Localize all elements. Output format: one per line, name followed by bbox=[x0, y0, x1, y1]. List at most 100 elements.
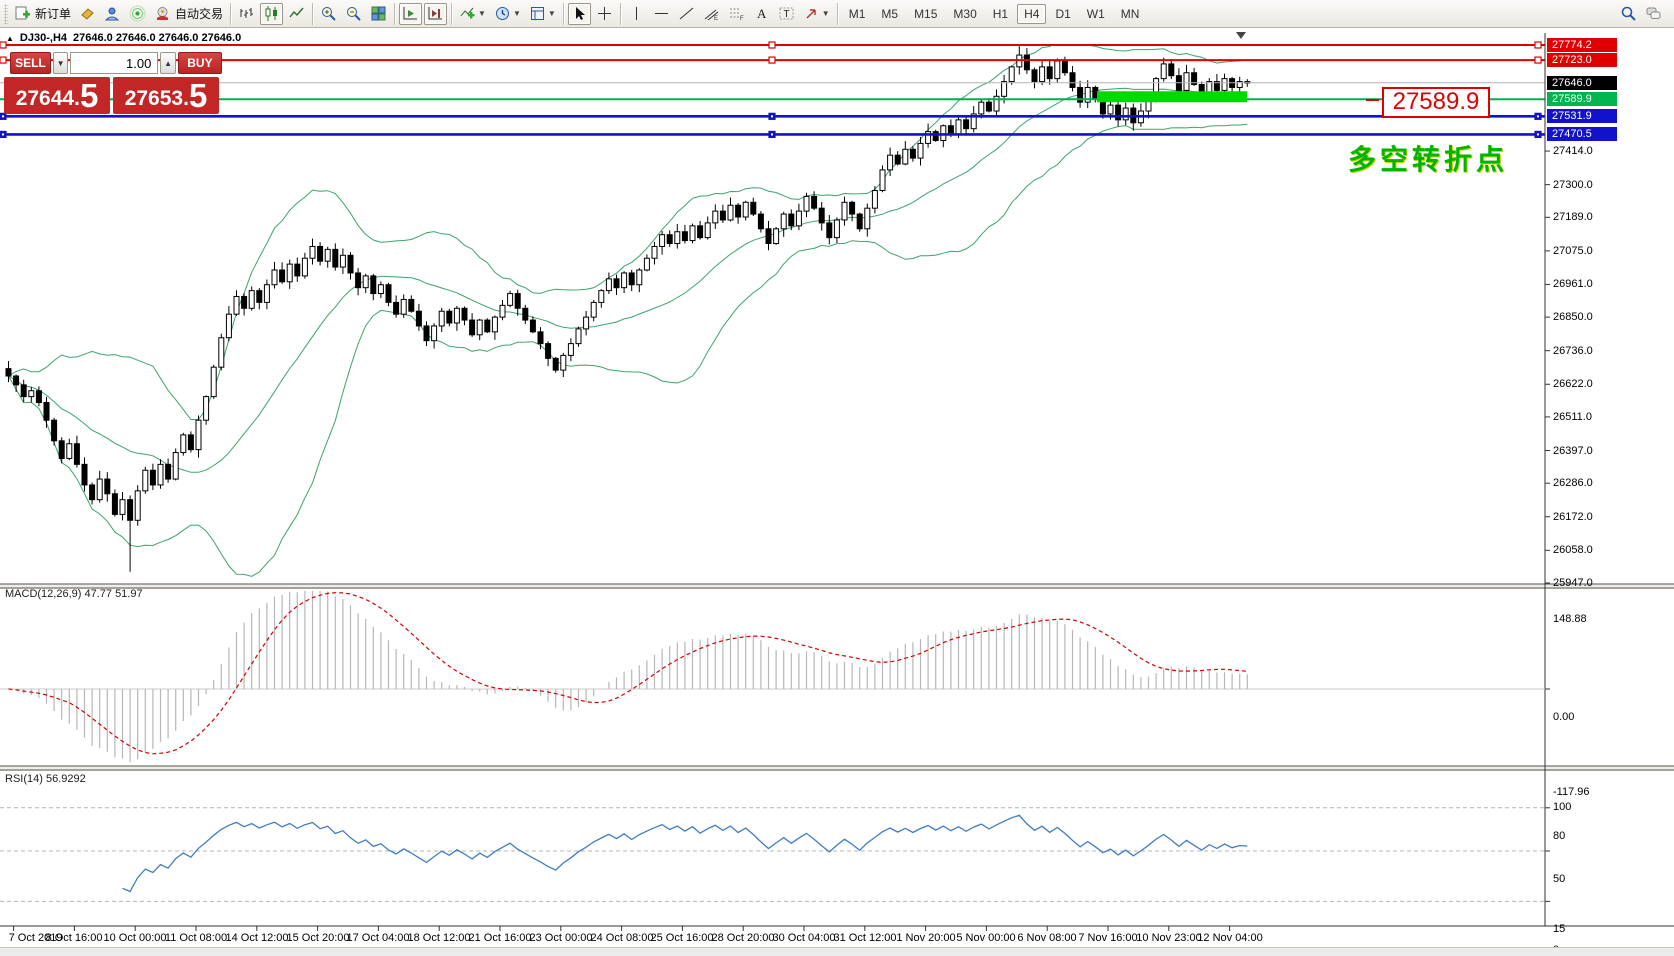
autotrade-button[interactable]: 自动交易 bbox=[151, 3, 226, 25]
channel-button[interactable]: E bbox=[700, 3, 723, 25]
time-axis-label[interactable]: 23 Oct 00:00 bbox=[529, 932, 593, 944]
tile-windows-button[interactable] bbox=[367, 3, 390, 25]
dropdown-caret-icon: ▼ bbox=[478, 9, 486, 18]
zoom-out-button[interactable] bbox=[342, 3, 365, 25]
chart-window: ▲ DJ30-,H4 27646.0 27646.0 27646.0 27646… bbox=[0, 28, 1674, 956]
price-axis-tick: 26511.0 bbox=[1553, 411, 1592, 423]
chart-ohlc-values: 27646.0 27646.0 27646.0 27646.0 bbox=[73, 32, 242, 44]
buy-price-display[interactable]: 27653. 5 bbox=[113, 77, 219, 114]
indicators-button[interactable]: ▼ bbox=[456, 3, 489, 25]
bar-chart-button[interactable] bbox=[235, 3, 258, 25]
price-axis-tick: 26736.0 bbox=[1553, 345, 1593, 357]
timeframe-h1-button[interactable]: H1 bbox=[992, 6, 1009, 21]
price-axis-tick: 26172.0 bbox=[1553, 511, 1593, 523]
horizontal-line-button[interactable] bbox=[650, 3, 673, 25]
auto-scroll-button[interactable] bbox=[399, 2, 423, 25]
time-axis-label[interactable]: 21 Oct 16:00 bbox=[468, 932, 532, 944]
line-selection-handle bbox=[768, 56, 776, 64]
toolbar-grip bbox=[4, 3, 8, 24]
one-click-trading-panel: SELL ▼ ▲ BUY 27644.5 27653.5 bbox=[4, 52, 222, 114]
zoom-in-icon bbox=[322, 7, 336, 21]
time-axis-label[interactable]: 11 Oct 08:00 bbox=[164, 932, 228, 944]
timeframe-m1-button[interactable]: M1 bbox=[848, 6, 866, 21]
price-axis-tick: 27189.0 bbox=[1553, 211, 1593, 223]
svg-text:T: T bbox=[783, 9, 789, 20]
profiles-button[interactable] bbox=[101, 3, 124, 25]
price-axis-tick: 27300.0 bbox=[1553, 179, 1593, 191]
vertical-line-button[interactable] bbox=[625, 3, 648, 25]
cursor-button[interactable] bbox=[567, 2, 591, 25]
text-button[interactable]: A bbox=[750, 3, 773, 25]
line-selection-handle bbox=[768, 112, 776, 120]
timeframe-d1-button[interactable]: D1 bbox=[1055, 6, 1071, 21]
periods-button[interactable]: ▼ bbox=[491, 3, 524, 25]
volume-increase-button[interactable]: ▲ bbox=[160, 52, 176, 74]
fibo-icon: F bbox=[729, 8, 744, 22]
time-axis-label[interactable]: 10 Oct 00:00 bbox=[103, 932, 167, 944]
time-axis-label[interactable]: 15 Oct 20:00 bbox=[286, 932, 350, 944]
channel-icon: E bbox=[704, 9, 719, 22]
timeframe-m15-button[interactable]: M15 bbox=[914, 6, 938, 21]
rsi-axis-tick: 80 bbox=[1553, 829, 1566, 842]
timeframe-w1-button[interactable]: W1 bbox=[1086, 6, 1105, 21]
rsi-axis-tick: 15 bbox=[1553, 923, 1566, 936]
time-axis-label[interactable]: 10 Nov 23:00 bbox=[1136, 932, 1202, 944]
line-selection-handle bbox=[0, 130, 7, 139]
time-axis-label[interactable]: 7 Nov 16:00 bbox=[1078, 932, 1138, 944]
fibonacci-button[interactable]: F bbox=[725, 3, 748, 25]
line-chart-button[interactable] bbox=[285, 3, 308, 25]
main-toolbar: 新订单 自动交易 ▼ ▼ ▼ E F A T ▼ M1 M5 M15 M30 H1 H4 D1 W1 MN bbox=[0, 0, 1674, 28]
dropdown-caret-icon: ▼ bbox=[821, 9, 830, 18]
timeframe-m5-button[interactable]: M5 bbox=[881, 6, 899, 21]
trendline-button[interactable] bbox=[675, 3, 698, 25]
buy-button[interactable]: BUY bbox=[177, 52, 222, 74]
one-click-collapse-arrow[interactable]: ▲ bbox=[6, 33, 14, 43]
line-selection-handle bbox=[0, 112, 7, 120]
time-axis-label[interactable]: 14 Oct 12:00 bbox=[225, 932, 289, 944]
line-selection-handle bbox=[1534, 130, 1542, 139]
line-selection-handle bbox=[1534, 112, 1542, 120]
zoom-in-button[interactable] bbox=[317, 3, 340, 25]
price-annotation-label[interactable]: 27589.9 bbox=[1382, 87, 1490, 118]
templates-button[interactable]: ▼ bbox=[526, 3, 559, 25]
vline-icon bbox=[635, 7, 637, 20]
sell-price-display[interactable]: 27644. 5 bbox=[4, 77, 110, 114]
volume-input[interactable] bbox=[70, 52, 159, 74]
turning-point-annotation[interactable]: 多空转折点 bbox=[1348, 144, 1509, 175]
timeframe-h4-button[interactable]: H4 bbox=[1017, 3, 1047, 24]
price-annotation-dash bbox=[1366, 99, 1379, 101]
crosshair-button[interactable] bbox=[593, 3, 616, 25]
arrows-button[interactable]: ▼ bbox=[800, 3, 833, 25]
timeframe-mn-button[interactable]: MN bbox=[1120, 6, 1140, 21]
time-axis-label[interactable]: 28 Oct 20:00 bbox=[711, 932, 775, 944]
price-axis-tick: 26286.0 bbox=[1553, 477, 1593, 489]
time-axis-label[interactable]: 30 Oct 04:00 bbox=[772, 932, 836, 944]
chart-symbol-period: DJ30-,H4 bbox=[19, 32, 67, 44]
autotrade-icon bbox=[157, 7, 169, 20]
time-axis-label[interactable]: 31 Oct 12:00 bbox=[833, 932, 897, 944]
time-axis-label[interactable]: 1 Nov 20:00 bbox=[896, 932, 956, 944]
time-axis-label[interactable]: 18 Oct 12:00 bbox=[407, 932, 471, 944]
signal-button[interactable] bbox=[126, 3, 149, 25]
search-button[interactable] bbox=[1617, 3, 1640, 25]
rsi-label: RSI(14) 56.9292 bbox=[5, 773, 86, 785]
text-label-button[interactable]: T bbox=[775, 3, 798, 25]
new-order-button[interactable]: 新订单 bbox=[11, 3, 74, 25]
time-axis-label[interactable]: 5 Nov 00:00 bbox=[956, 932, 1016, 944]
community-chat-button[interactable] bbox=[1642, 3, 1665, 25]
trendline-icon bbox=[679, 7, 694, 20]
time-axis-label[interactable]: 8 Oct 16:00 bbox=[45, 932, 103, 944]
time-axis-label[interactable]: 17 Oct 04:00 bbox=[346, 932, 410, 944]
time-axis-label[interactable]: 25 Oct 16:00 bbox=[650, 932, 714, 944]
time-axis-label[interactable]: 24 Oct 08:00 bbox=[590, 932, 654, 944]
text-icon: A bbox=[757, 6, 767, 21]
time-axis-label[interactable]: 6 Nov 08:00 bbox=[1017, 932, 1077, 944]
volume-decrease-button[interactable]: ▼ bbox=[52, 52, 69, 74]
candle-chart-button[interactable] bbox=[260, 2, 284, 25]
timeframe-m30-button[interactable]: M30 bbox=[953, 6, 977, 21]
chart-shift-button[interactable] bbox=[424, 2, 448, 25]
time-axis-label[interactable]: 12 Nov 04:00 bbox=[1197, 932, 1263, 944]
eraser-button[interactable] bbox=[76, 3, 99, 25]
sell-button[interactable]: SELL bbox=[10, 52, 51, 74]
time-axis-label[interactable]: 7 Oct 2019 bbox=[8, 932, 63, 944]
